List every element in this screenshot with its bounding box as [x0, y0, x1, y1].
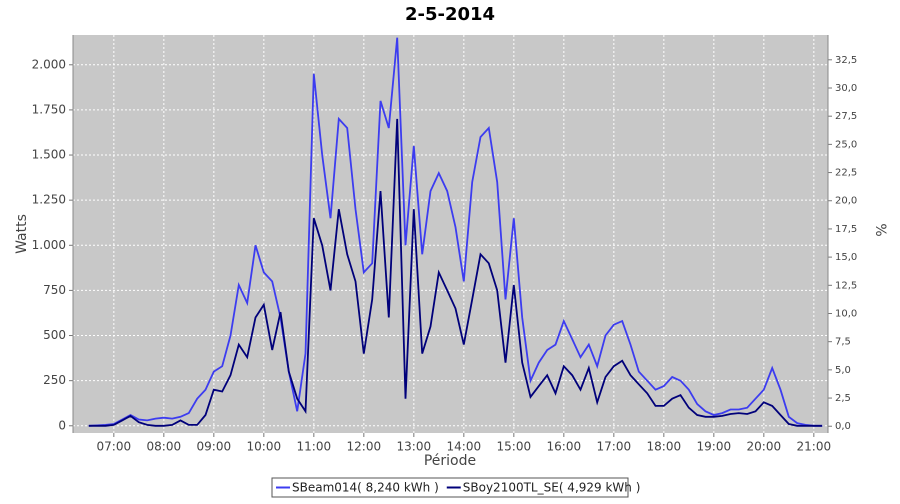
y-tick-label: 1.750	[32, 102, 66, 116]
series-line	[88, 118, 823, 427]
y-tick-label: 1.000	[32, 238, 66, 252]
y2-tick-label: 22,5	[835, 168, 857, 179]
y-tick-label: 750	[43, 283, 66, 297]
x-tick-label: 08:00	[147, 440, 182, 454]
x-tick-label: 10:00	[247, 440, 282, 454]
x-tick-label: 11:00	[297, 440, 332, 454]
y-tick-label: 0	[58, 418, 66, 432]
y-tick-label: 2.000	[32, 57, 66, 71]
x-tick-label: 20:00	[747, 440, 782, 454]
x-tick-label: 14:00	[447, 440, 482, 454]
x-tick-label: 18:00	[647, 440, 682, 454]
x-axis-label: Période	[424, 453, 476, 469]
x-tick-label: 12:00	[347, 440, 382, 454]
x-tick-label: 19:00	[697, 440, 732, 454]
y2-tick-label: 17,5	[835, 224, 857, 235]
chart-title: 2-5-2014	[405, 4, 495, 25]
series-line	[88, 37, 823, 427]
y2-tick-label: 0,0	[835, 421, 851, 432]
y-tick-label: 500	[43, 328, 66, 342]
x-tick-label: 17:00	[597, 440, 632, 454]
y2-tick-label: 32,5	[835, 55, 857, 66]
y-tick-label: 1.250	[32, 193, 66, 207]
y2-tick-label: 10,0	[835, 308, 857, 319]
y2-tick-label: 5,0	[835, 365, 851, 376]
legend-label: SBeam014( 8,240 kWh )	[292, 481, 439, 495]
y2-tick-label: 15,0	[835, 252, 857, 263]
y-axis-label: Watts	[14, 214, 30, 254]
plot-area	[73, 35, 828, 433]
x-tick-label: 13:00	[397, 440, 432, 454]
y2-tick-label: 7,5	[835, 337, 851, 348]
x-tick-label: 07:00	[97, 440, 132, 454]
y2-tick-label: 12,5	[835, 280, 857, 291]
legend-label: SBoy2100TL_SE( 4,929 kWh )	[463, 481, 641, 495]
y2-axis-label: %	[872, 223, 888, 236]
y2-tick-label: 27,5	[835, 111, 857, 122]
y-tick-label: 250	[43, 373, 66, 387]
y2-tick-label: 20,0	[835, 196, 857, 207]
x-tick-label: 21:00	[797, 440, 832, 454]
x-tick-label: 15:00	[497, 440, 532, 454]
y2-tick-label: 2,5	[835, 393, 851, 404]
y2-tick-label: 30,0	[835, 83, 857, 94]
x-tick-label: 09:00	[197, 440, 232, 454]
y-tick-label: 1.500	[32, 148, 66, 162]
x-tick-label: 16:00	[547, 440, 582, 454]
y2-tick-label: 25,0	[835, 139, 857, 150]
